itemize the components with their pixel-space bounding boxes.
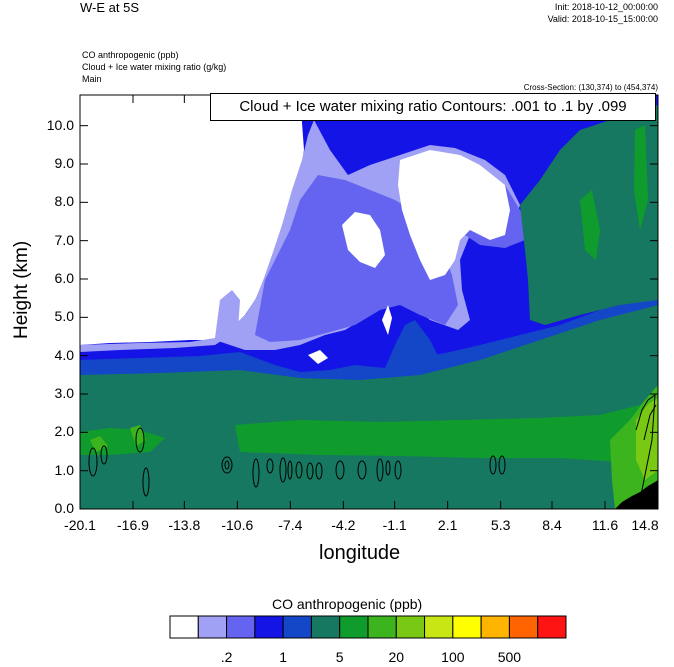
field-label-main: Main: [82, 74, 102, 84]
x-tick-label: 2.1: [437, 517, 458, 533]
colorbar-label: 1: [279, 649, 288, 665]
x-tick-label: -20.1: [64, 517, 96, 533]
field-lightgreen-patches: [90, 425, 146, 452]
contour-ring: [142, 467, 150, 497]
colorbar-swatch: [310, 615, 341, 639]
colorbar-label: 20: [388, 649, 405, 665]
x-tick-label: 8.4: [542, 517, 562, 533]
y-tick-label: 3.0: [54, 385, 74, 401]
colorbar-label: 100: [441, 649, 465, 665]
contour-ring: [252, 458, 260, 488]
contour-ring: [385, 460, 391, 476]
field-white-streak: [382, 305, 392, 335]
contour-ring: [135, 427, 145, 453]
x-tick-label: -1.1: [382, 517, 407, 533]
colorbar-swatch: [226, 615, 256, 639]
heatmap-field: [80, 95, 658, 509]
contour-ring: [306, 462, 314, 480]
colorbar-swatch: [339, 615, 369, 639]
y-tick-label: 10.0: [46, 116, 74, 133]
terrain: [615, 480, 658, 509]
y-tick-label: 0.0: [54, 500, 74, 516]
colorbar-swatch: [169, 615, 199, 639]
contour-ring: [357, 460, 367, 480]
contour-ring: [315, 462, 323, 480]
contour-ring: [224, 460, 230, 470]
field-white-blob: [308, 350, 328, 364]
contour-ring: [489, 455, 497, 475]
field-lightblue-shoulder: [80, 290, 240, 352]
colorbar-label: .2: [220, 649, 233, 665]
field-white-core-east: [398, 150, 510, 280]
init-time: Init: 2018-10-12_00:00:00: [554, 2, 658, 12]
field-yellowgreen-east: [636, 398, 658, 480]
x-tick-label: 11.6: [591, 517, 619, 533]
y-axis: [80, 125, 658, 510]
contour-ring: [376, 458, 384, 482]
field-white-core-west: [342, 212, 385, 268]
field-darkblue-plume: [385, 320, 440, 375]
contour-ring: [88, 447, 98, 477]
x-tick-label: -4.2: [331, 517, 356, 533]
contour-ring: [635, 393, 656, 501]
contour-ring: [287, 460, 293, 480]
contour-ring: [498, 455, 506, 475]
y-tick-label: 8.0: [54, 193, 74, 210]
contour-ring: [335, 460, 345, 480]
contour-ring: [295, 461, 303, 479]
colorbar-title: CO anthropogenic (ppb): [272, 596, 423, 612]
field-label-cloud: Cloud + Ice water mixing ratio (g/kg): [82, 62, 227, 72]
field-green-band: [235, 395, 658, 462]
colorbar-swatch: [197, 615, 228, 639]
colorbar-swatch: [282, 615, 312, 639]
y-tick-label: 2.0: [54, 423, 74, 440]
contour-lines: [88, 393, 657, 501]
valid-time: Valid: 2018-10-15_15:00:00: [547, 14, 658, 24]
contour-ring: [643, 404, 657, 441]
contour-ring: [100, 445, 108, 465]
x-tick-label: -7.4: [278, 517, 303, 533]
plot-title: W-E at 5S: [80, 0, 140, 15]
y-tick-label: 5.0: [54, 308, 74, 325]
colorbar-swatch: [537, 615, 567, 639]
contour-ring: [394, 460, 402, 480]
x-tick-label: 5.3: [490, 517, 511, 533]
colorbar-swatch: [452, 615, 482, 639]
colorbar-swatch: [254, 615, 284, 639]
x-tick-label: 14.8: [631, 517, 659, 533]
y-tick-label: 7.0: [54, 231, 74, 248]
y-tick-label: 9.0: [54, 155, 74, 171]
contour-ring: [279, 457, 287, 483]
colorbar-label: 5: [335, 649, 344, 665]
field-green-streak-1: [580, 190, 600, 260]
x-tick-label: -13.8: [168, 517, 201, 533]
colorbar-swatch: [424, 615, 454, 639]
colorbar: [169, 615, 567, 639]
field-white-upper: [80, 95, 304, 345]
field-green-streak-2: [634, 125, 648, 230]
colorbar-swatch: [395, 615, 426, 639]
field-white-topleft: [242, 180, 254, 200]
colorbar-swatch: [367, 615, 397, 639]
field-teal-upper-edge: [80, 305, 658, 390]
colorbar-swatch: [480, 615, 510, 639]
y-tick-label: 4.0: [54, 346, 74, 363]
x-axis-title: longitude: [319, 542, 401, 564]
contour-ring: [266, 458, 274, 474]
colorbar-label: 500: [497, 649, 522, 665]
contour-info-box: Cloud + Ice water mixing ratio Contours:…: [210, 93, 656, 121]
y-tick-label: 1.0: [54, 461, 74, 478]
x-tick-label: -10.6: [221, 517, 254, 533]
cross-section-label: Cross-Section: (130,374) to (454,374): [523, 83, 658, 92]
x-tick-label: -16.9: [117, 517, 149, 533]
y-tick-label: 6.0: [54, 270, 74, 286]
colorbar-swatch: [508, 615, 539, 639]
field-label-co: CO anthropogenic (ppb): [82, 50, 179, 60]
contour-ring: [221, 456, 233, 474]
